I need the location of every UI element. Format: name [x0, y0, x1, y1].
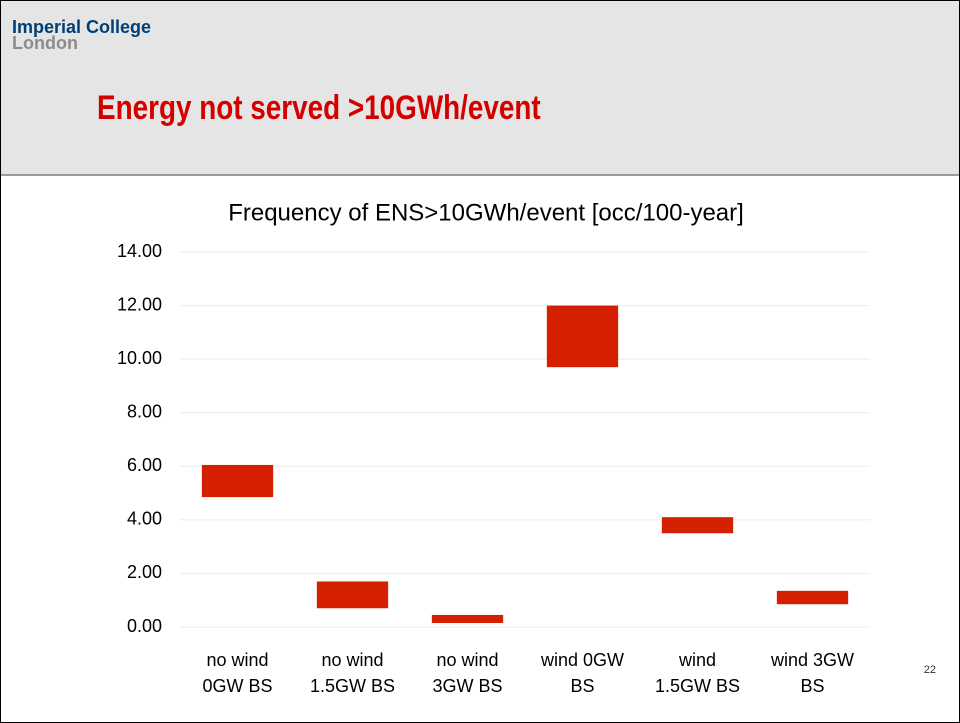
logo-line1: Imperial College — [12, 17, 151, 37]
x-tick-label: 0GW BS — [202, 676, 272, 696]
slide-title: Energy not served >10GWh/event — [97, 88, 541, 126]
x-tick-label: wind — [678, 650, 716, 670]
x-tick-label: BS — [570, 676, 594, 696]
y-tick-label: 6.00 — [127, 455, 162, 475]
bar — [316, 581, 389, 609]
bar — [431, 614, 504, 623]
x-tick-label: BS — [800, 676, 824, 696]
y-tick-label: 10.00 — [117, 348, 162, 368]
y-tick-label: 8.00 — [127, 401, 162, 421]
x-tick-label: wind 3GW — [770, 650, 854, 670]
page-number: 22 — [924, 664, 936, 676]
logo-line2: London — [12, 33, 78, 53]
bar — [546, 305, 619, 368]
y-tick-label: 12.00 — [117, 294, 162, 314]
x-tick-label: wind 0GW — [540, 650, 624, 670]
header-band — [1, 1, 959, 175]
chart-title: Frequency of ENS>10GWh/event [occ/100-ye… — [228, 199, 744, 226]
x-tick-label: 1.5GW BS — [655, 676, 740, 696]
x-tick-label: no wind — [321, 650, 383, 670]
bar — [776, 590, 849, 605]
y-tick-label: 0.00 — [127, 616, 162, 636]
y-tick-label: 14.00 — [117, 241, 162, 261]
x-tick-label: 1.5GW BS — [310, 676, 395, 696]
x-tick-label: no wind — [206, 650, 268, 670]
bar — [661, 517, 734, 534]
x-tick-label: no wind — [436, 650, 498, 670]
y-tick-label: 4.00 — [127, 509, 162, 529]
bar — [201, 464, 274, 498]
x-tick-label: 3GW BS — [432, 676, 502, 696]
y-tick-label: 2.00 — [127, 562, 162, 582]
